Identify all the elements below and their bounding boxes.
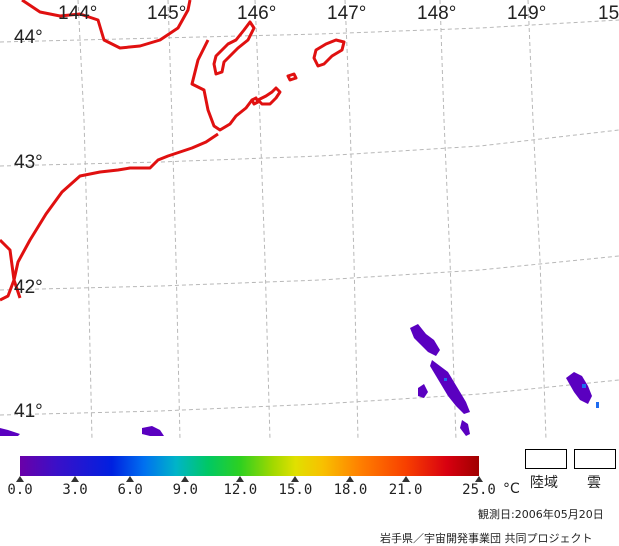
sst-patch-center-south	[418, 384, 428, 398]
sst-patch-warm-spots	[444, 378, 599, 408]
colorbar-tick-label: 3.0	[62, 482, 88, 498]
lat-label-44: 44°	[14, 27, 43, 48]
temperature-unit: °C	[503, 481, 520, 497]
meridian-147	[344, 0, 359, 440]
sea-surface-temperature-map	[0, 0, 619, 440]
meridian-144	[77, 0, 93, 440]
land-legend-swatch	[525, 449, 567, 469]
hokkaido-south-tip	[0, 238, 16, 302]
lon-label-145: 145°	[147, 3, 187, 24]
lat-label-41: 41°	[14, 401, 43, 422]
colorbar-tick-mark	[71, 476, 80, 482]
habomai-islet	[250, 96, 260, 106]
colorbar-tick-label: 6.0	[117, 482, 143, 498]
colorbar-tick-mark	[236, 476, 245, 482]
colorbar-tick-mark	[181, 476, 190, 482]
sst-patch-southwest	[142, 426, 164, 436]
hokkaido-east-coast	[21, 0, 192, 50]
colorbar-tick-label: 25.0	[462, 482, 496, 498]
parallel-44	[0, 19, 619, 43]
kushiro-coast	[12, 132, 219, 299]
lat-label-42: 42°	[14, 277, 43, 298]
colorbar-tick-mark	[475, 476, 483, 482]
lat-label-43: 43°	[14, 152, 43, 173]
sst-patch-west-edge	[0, 428, 20, 436]
parallel-42	[0, 255, 619, 291]
colorbar-tick-label: 9.0	[172, 482, 198, 498]
lon-label-146: 146°	[237, 3, 277, 24]
colorbar-tick-label: 15.0	[278, 482, 313, 498]
colorbar-tick-label: 12.0	[223, 482, 258, 498]
colorbar-tick-label: 0.0	[7, 482, 33, 498]
graticule	[0, 0, 619, 440]
temperature-colorbar	[20, 456, 479, 476]
parallel-41	[0, 379, 619, 416]
meridian-146	[254, 0, 271, 440]
shikotan-islet	[286, 72, 298, 82]
meridian-148	[439, 0, 457, 440]
shiretoko-peninsula	[212, 20, 256, 76]
meridian-149	[527, 0, 547, 440]
sst-patch-center-main	[430, 360, 470, 414]
shiretoko-nemuro-coast	[190, 39, 254, 132]
colorbar-tick-mark	[401, 476, 410, 482]
observation-date: 観測日:2006年05月20日	[478, 508, 604, 521]
etorofu-island	[312, 38, 346, 68]
sst-patches	[0, 324, 592, 436]
cloud-legend-label: 雲	[587, 475, 601, 491]
sst-spot-center	[444, 378, 447, 381]
lon-label-148: 148°	[417, 3, 457, 24]
colorbar-tick-mark	[16, 476, 24, 482]
colorbar-tick-mark	[291, 476, 300, 482]
sst-patch-center-north	[410, 324, 440, 356]
lon-label-144: 144°	[58, 3, 98, 24]
coastline	[0, 0, 346, 302]
sst-spot-east-1	[582, 384, 586, 388]
lon-label-150: 15	[598, 3, 619, 24]
lon-label-147: 147°	[327, 3, 367, 24]
kunashiri-island	[256, 86, 282, 106]
colorbar-tick-mark	[126, 476, 135, 482]
project-credit: 岩手県／宇宙開発事業団 共同プロジェクト	[380, 532, 593, 545]
parallel-43	[0, 129, 619, 167]
colorbar-tick-label: 18.0	[333, 482, 368, 498]
cloud-legend-swatch	[574, 449, 616, 469]
sst-patch-east	[566, 372, 592, 404]
sst-patch-center-tail	[460, 420, 470, 436]
meridian-145	[167, 0, 181, 440]
land-legend-label: 陸域	[530, 475, 558, 491]
sst-spot-east-2	[596, 402, 599, 408]
colorbar-tick-mark	[346, 476, 355, 482]
colorbar-tick-label: 21.0	[388, 482, 423, 498]
lon-label-149: 149°	[507, 3, 547, 24]
